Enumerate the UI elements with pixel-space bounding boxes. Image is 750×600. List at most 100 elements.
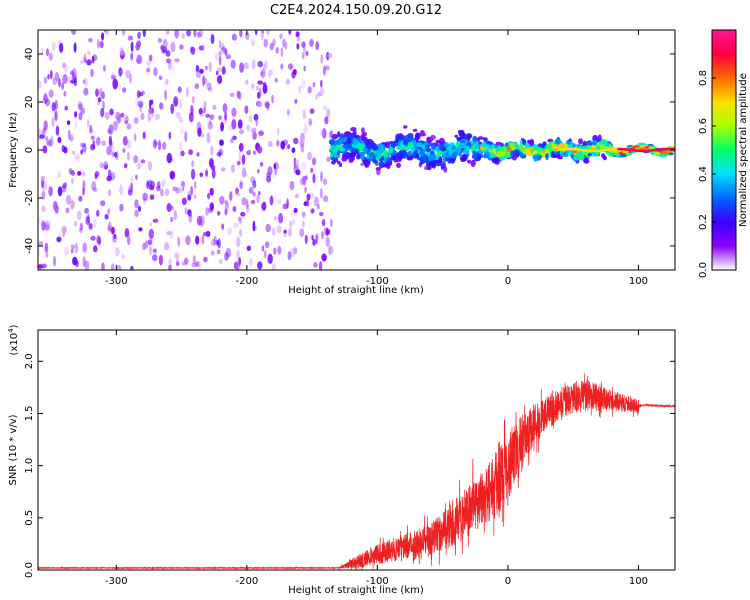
spectrogram-cell: [212, 104, 217, 110]
spectrogram-cell: [48, 138, 53, 147]
snr-frame: [37, 329, 676, 571]
spectrogram-cell: [229, 92, 235, 98]
spectrogram-cell: [449, 157, 456, 164]
figure-title: C2E4.2024.150.09.20.G12: [270, 3, 442, 18]
spectrogram-cell: [430, 134, 436, 140]
spectrogram-cell: [41, 129, 46, 136]
spectrogram-cell: [329, 218, 333, 228]
spectrogram-cell: [358, 147, 364, 152]
spectrogram-cell: [90, 135, 95, 140]
spectrogram-cell: [180, 185, 184, 194]
spectrogram-cell: [252, 180, 257, 189]
spectrogram-cell: [59, 42, 64, 53]
spectrogram-cell: [292, 69, 297, 76]
spectrogram-cell: [68, 168, 73, 175]
spectrogram-cell: [126, 151, 130, 161]
spectrogram-cell: [190, 104, 194, 116]
spectrogram-cell: [109, 108, 114, 116]
spectrogram-cell: [199, 215, 205, 227]
spectrogram-cell: [155, 113, 160, 121]
spectrogram-cell: [276, 225, 282, 234]
spectrogram-cell: [331, 134, 339, 140]
spectrogram-cell: [591, 141, 597, 146]
spectrogram-cell: [356, 153, 361, 160]
spectrogram-cell: [159, 102, 164, 110]
spectrogram-cell: [321, 128, 327, 139]
spectrogram-cell: [95, 138, 101, 146]
spectrogram-cell: [511, 155, 517, 161]
spectrogram-cell: [73, 42, 77, 53]
spectrogram-cell: [166, 230, 171, 236]
spectrogram-cell: [116, 264, 122, 270]
spectrogram-cell: [38, 241, 44, 247]
spectrogram-cell: [256, 85, 259, 91]
spectrogram-cell: [188, 211, 192, 218]
spectrogram-cell: [224, 111, 227, 121]
spectrogram-cell: [266, 30, 270, 36]
spectrogram-cell: [157, 37, 162, 43]
spectrogram-cell: [45, 252, 49, 258]
spectrogram-cell: [205, 230, 211, 237]
spectrogram-cell: [38, 264, 43, 269]
spectrogram-cell: [61, 184, 67, 193]
spectrogram-cell: [272, 38, 276, 46]
spectrogram-cell: [414, 132, 421, 140]
spectrogram-cell: [639, 147, 647, 151]
spectrogram-cell: [203, 100, 207, 109]
spectrogram-cell: [402, 139, 408, 146]
spectrogram-cell: [38, 80, 42, 89]
spectrogram-cell: [180, 126, 185, 135]
spectrogram-cell: [106, 146, 112, 156]
spectrogram-cell: [140, 159, 146, 164]
spectrogram-cell: [220, 121, 225, 132]
spectrogram-cell: [130, 41, 134, 52]
spectrogram-cell: [210, 250, 215, 256]
spectrogram-cell: [45, 220, 52, 225]
spectrogram-cell: [48, 52, 53, 61]
spectrogram-cell: [109, 145, 115, 153]
spectrogram-cell: [118, 84, 122, 90]
spectrogram-cell: [659, 154, 667, 158]
spectrogram-cell: [177, 236, 180, 247]
y-tick-label: 2.0: [24, 353, 35, 369]
spectrogram-cell: [512, 149, 519, 157]
spectrogram-cell: [587, 153, 593, 157]
spectrogram-cell: [529, 138, 535, 146]
spectrogram-cell: [50, 135, 54, 147]
spectrogram-cell: [362, 147, 369, 154]
spectrogram-cell: [74, 153, 80, 162]
spectrogram-cell: [232, 135, 237, 140]
spectrogram-cell: [94, 170, 100, 178]
spectrogram-cell: [170, 205, 174, 211]
spectrogram-cell: [325, 228, 331, 235]
spectrogram-cell: [72, 150, 75, 155]
spectrogram-cell: [54, 110, 58, 122]
spectrogram-cell: [282, 139, 289, 146]
spectrogram-cell: [130, 265, 134, 270]
spectrogram-cell: [578, 138, 583, 145]
spectrogram-cell: [218, 55, 222, 66]
spectrogram-cell: [239, 62, 245, 73]
spectrogram-cell: [103, 65, 106, 72]
spectrogram-cell: [100, 107, 105, 118]
spectrogram-cell: [331, 146, 338, 154]
spectrogram-cell: [217, 67, 222, 73]
spectrogram-cell: [250, 199, 256, 205]
y-tick-label: 20: [24, 96, 35, 109]
x-tick-label: 100: [629, 276, 648, 287]
spectrogram-cell: [320, 79, 323, 88]
spectrogram-cell: [486, 141, 493, 146]
spectrogram-cell: [323, 227, 327, 236]
spectrogram-cell: [126, 139, 132, 149]
spectrogram-cell: [260, 30, 264, 41]
spectrogram-cell: [235, 187, 239, 195]
spectrogram-cell: [209, 202, 214, 211]
spectrogram-cell: [83, 87, 89, 96]
spectrogram-cell: [215, 70, 219, 76]
spectrogram-cell: [637, 142, 645, 146]
spectrogram-cell: [172, 64, 176, 75]
spectrogram-cell: [210, 238, 216, 247]
spectrogram-cell: [429, 161, 436, 168]
spectrogram-cell: [61, 226, 67, 234]
spectrogram-cell: [441, 161, 446, 168]
